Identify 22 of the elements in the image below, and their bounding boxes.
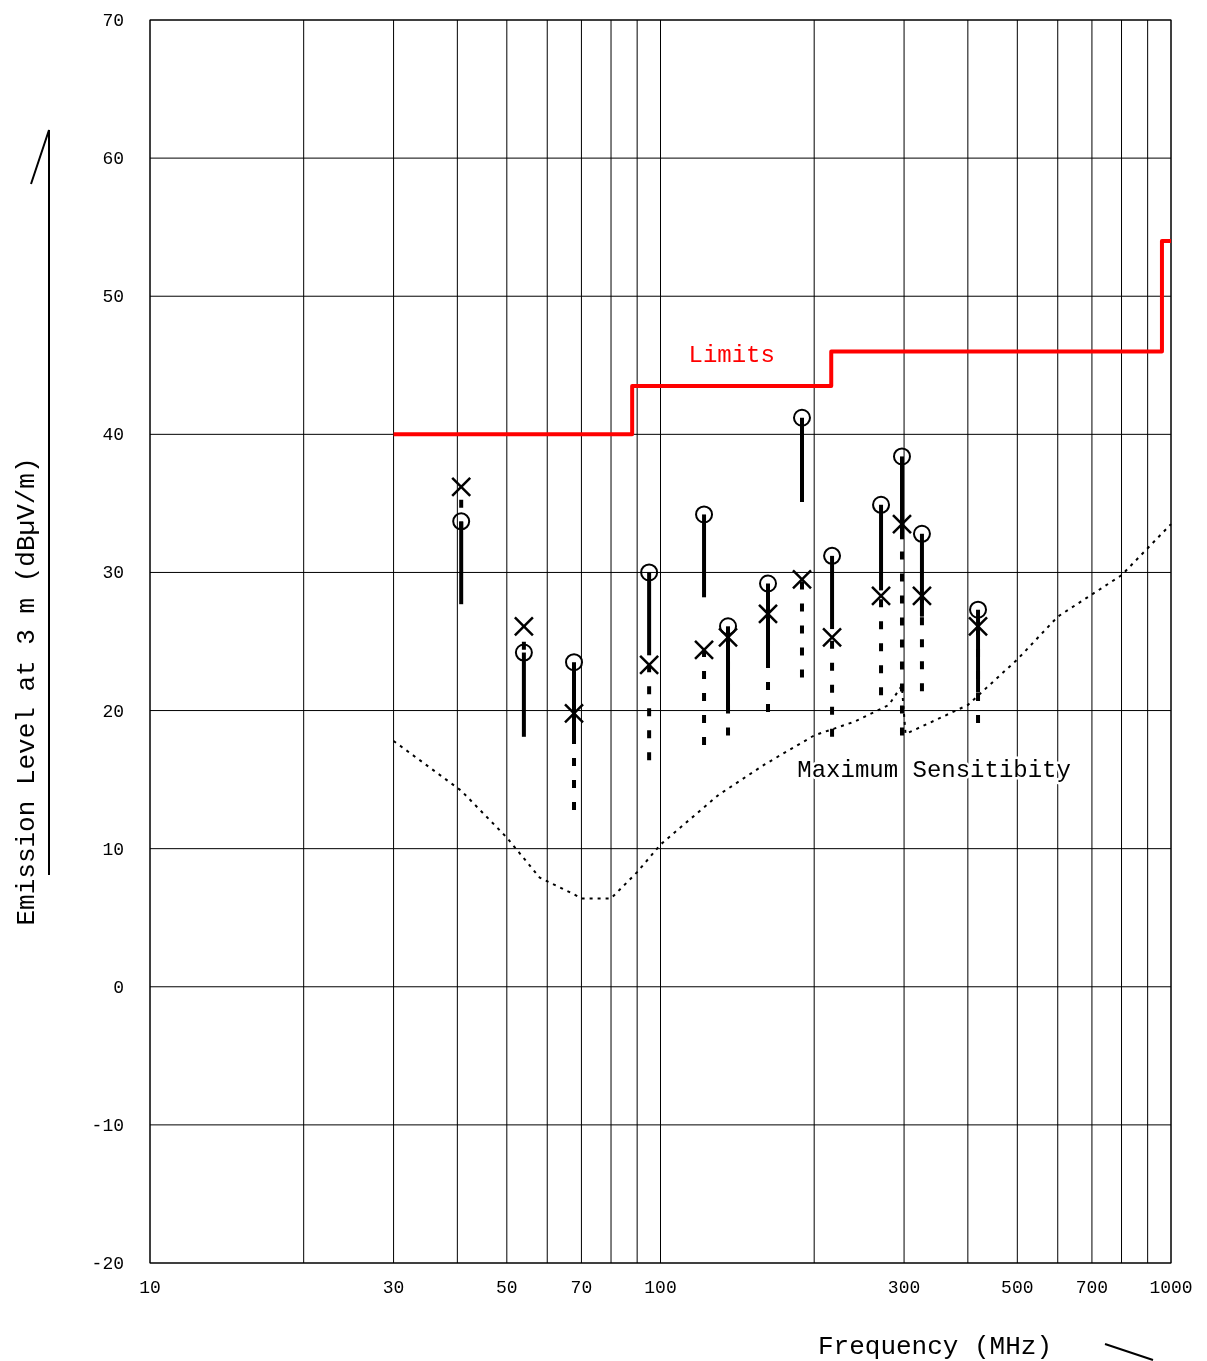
x-tick-label: 300 (887, 1278, 921, 1298)
y-tick-label: 60 (102, 149, 124, 170)
x-tick-label: 70 (570, 1278, 593, 1298)
y-tick-label: 20 (102, 701, 124, 722)
y-axis-title: Emission Level at 3 m (dBµV/m) (12, 457, 42, 926)
x-tick-label: 1000 (1149, 1278, 1193, 1298)
x-tick-label: 10 (139, 1278, 161, 1298)
y-tick-label: 40 (102, 425, 124, 446)
y-tick-label: 0 (113, 977, 124, 998)
y-tick-label: 70 (102, 11, 124, 31)
y-tick-label: -20 (91, 1254, 124, 1274)
y-tick-label: 50 (102, 287, 124, 308)
x-axis-title: Frequency (MHz) (817, 1332, 1053, 1361)
x-tick-label: 500 (1001, 1278, 1034, 1298)
x-tick-label: 50 (496, 1278, 518, 1298)
y-tick-label: -10 (91, 1115, 124, 1136)
series-label: Limits (688, 341, 775, 369)
x-tick-label: 100 (644, 1278, 677, 1298)
x-tick-label: 30 (382, 1278, 405, 1298)
x-tick-label: 700 (1075, 1278, 1109, 1298)
y-tick-label: 10 (102, 839, 124, 860)
y-tick-label: 30 (102, 563, 124, 584)
